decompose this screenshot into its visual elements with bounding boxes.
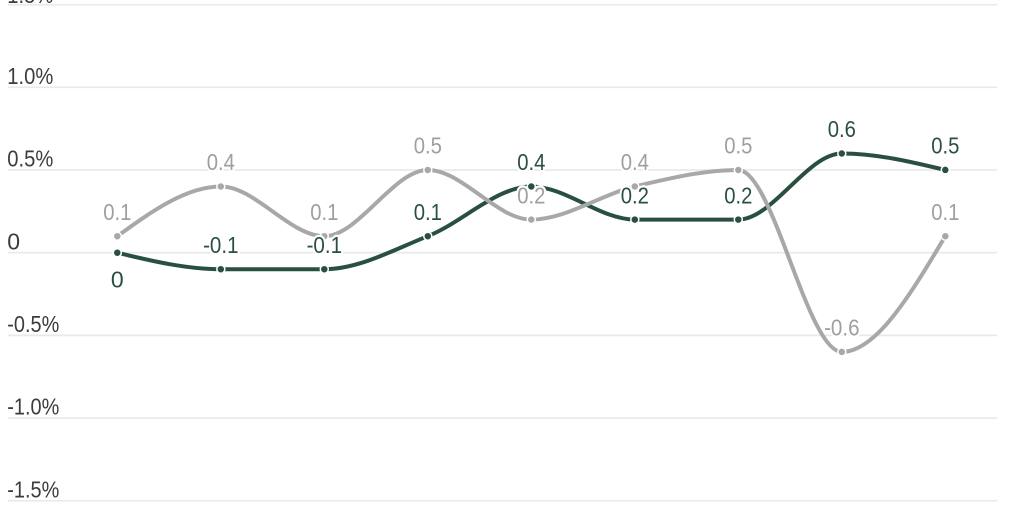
svg-text:0: 0: [7, 228, 20, 254]
svg-text:0.4: 0.4: [207, 149, 235, 175]
svg-text:-0.5%: -0.5%: [7, 311, 59, 337]
svg-text:0.2: 0.2: [517, 182, 545, 208]
svg-text:0.4: 0.4: [621, 149, 649, 175]
svg-text:1.5%: 1.5%: [7, 0, 53, 8]
svg-text:0.1: 0.1: [103, 199, 131, 225]
svg-text:-1.5%: -1.5%: [7, 476, 59, 502]
svg-text:0.1: 0.1: [931, 199, 959, 225]
svg-text:0.5%: 0.5%: [7, 146, 53, 172]
svg-text:1.0%: 1.0%: [7, 63, 53, 89]
svg-text:0: 0: [111, 266, 124, 292]
svg-text:-0.6: -0.6: [824, 315, 859, 341]
svg-text:0.4: 0.4: [517, 149, 545, 175]
svg-text:0.5: 0.5: [724, 133, 752, 159]
svg-text:0.5: 0.5: [414, 133, 442, 159]
svg-text:0.2: 0.2: [621, 182, 649, 208]
svg-text:0.6: 0.6: [828, 116, 856, 142]
svg-text:-0.1: -0.1: [307, 232, 342, 258]
svg-text:0.2: 0.2: [724, 182, 752, 208]
svg-text:-1.0%: -1.0%: [7, 394, 59, 420]
svg-text:0.1: 0.1: [414, 199, 442, 225]
svg-text:0.5: 0.5: [931, 133, 959, 159]
svg-text:-0.1: -0.1: [203, 232, 238, 258]
svg-text:0.1: 0.1: [310, 199, 338, 225]
